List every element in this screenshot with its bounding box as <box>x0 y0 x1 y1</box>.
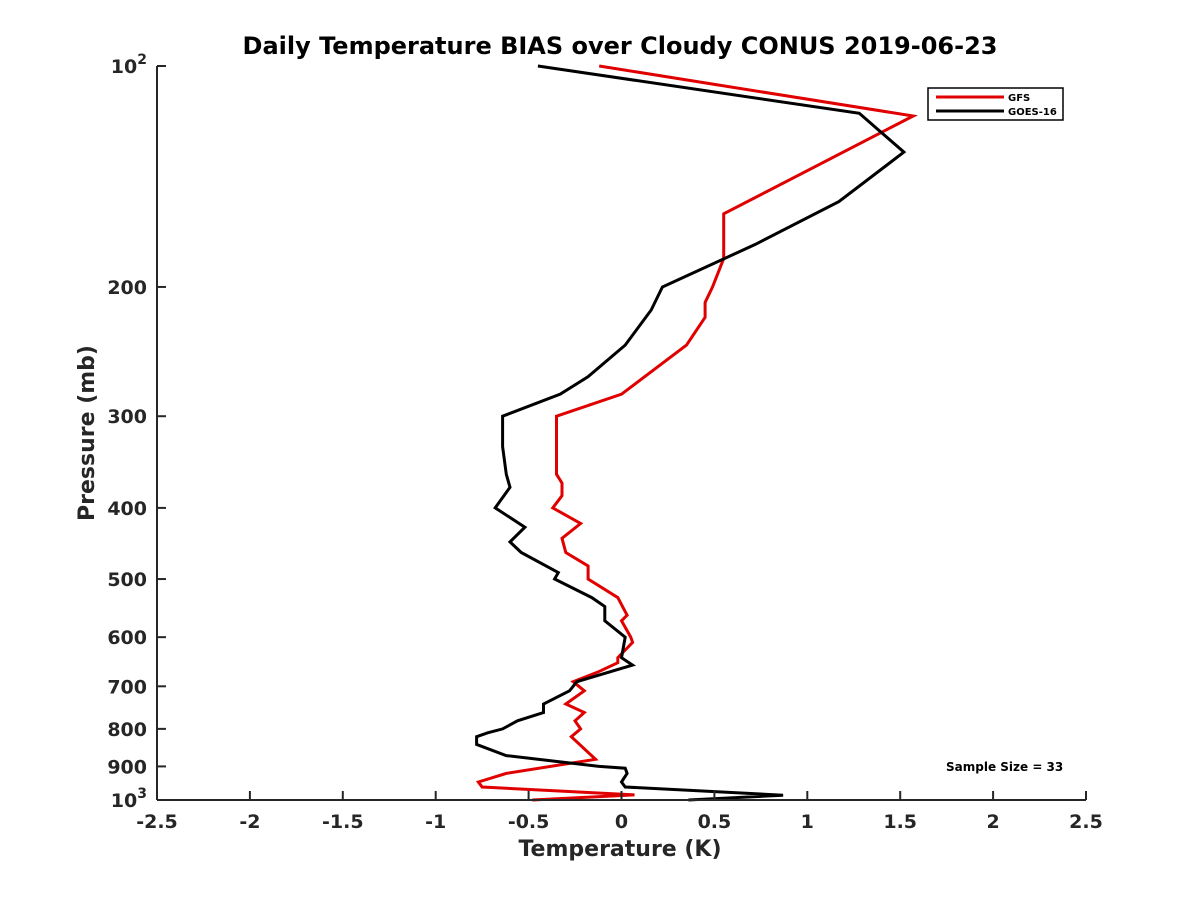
chart-title: Daily Temperature BIAS over Cloudy CONUS… <box>243 32 998 60</box>
y-tick-label: 900 <box>107 756 147 778</box>
x-tick-label: -1 <box>425 811 446 833</box>
y-tick-label: 700 <box>107 676 147 698</box>
x-tick-label: -2 <box>239 811 260 833</box>
x-tick-label: 2 <box>986 811 999 833</box>
x-tick-label: 0 <box>615 811 628 833</box>
series-line-gfs <box>475 64 918 802</box>
y-tick-label: 800 <box>107 719 147 741</box>
x-tick-label: -0.5 <box>508 811 550 833</box>
sample-size-annotation: Sample Size = 33 <box>946 760 1063 774</box>
y-tick-label: 300 <box>107 406 147 428</box>
legend-label-goes16: GOES-16 <box>1008 107 1057 118</box>
x-tick-label: -2.5 <box>136 811 178 833</box>
y-tick-label: 600 <box>107 627 147 649</box>
x-ticks: -2.5 -2 -1.5 -1 -0.5 0 0.5 1 1.5 2 2.5 <box>136 791 1103 833</box>
y-tick-label: 200 <box>107 277 147 299</box>
legend-box <box>927 87 1064 121</box>
x-tick-label: 2.5 <box>1069 811 1103 833</box>
legend: GFS GOES-16 <box>927 87 1064 121</box>
x-tick-label: -1.5 <box>322 811 364 833</box>
y-tick-label: 500 <box>107 569 147 591</box>
y-axis-label: Pressure (mb) <box>75 345 100 521</box>
x-tick-label: 1.5 <box>883 811 917 833</box>
y-ticks: 102 200 300 400 500 600 700 800 900 103 <box>107 52 166 812</box>
legend-label-gfs: GFS <box>1008 93 1030 104</box>
x-tick-label: 1 <box>801 811 814 833</box>
series-line-goes16 <box>475 64 907 802</box>
y-tick-label: 400 <box>107 498 147 520</box>
y-tick-label: 102 <box>111 52 147 78</box>
series-layer <box>475 64 918 802</box>
x-tick-label: 0.5 <box>698 811 732 833</box>
y-tick-label: 103 <box>111 786 147 812</box>
x-axis-label: Temperature (K) <box>518 837 721 862</box>
